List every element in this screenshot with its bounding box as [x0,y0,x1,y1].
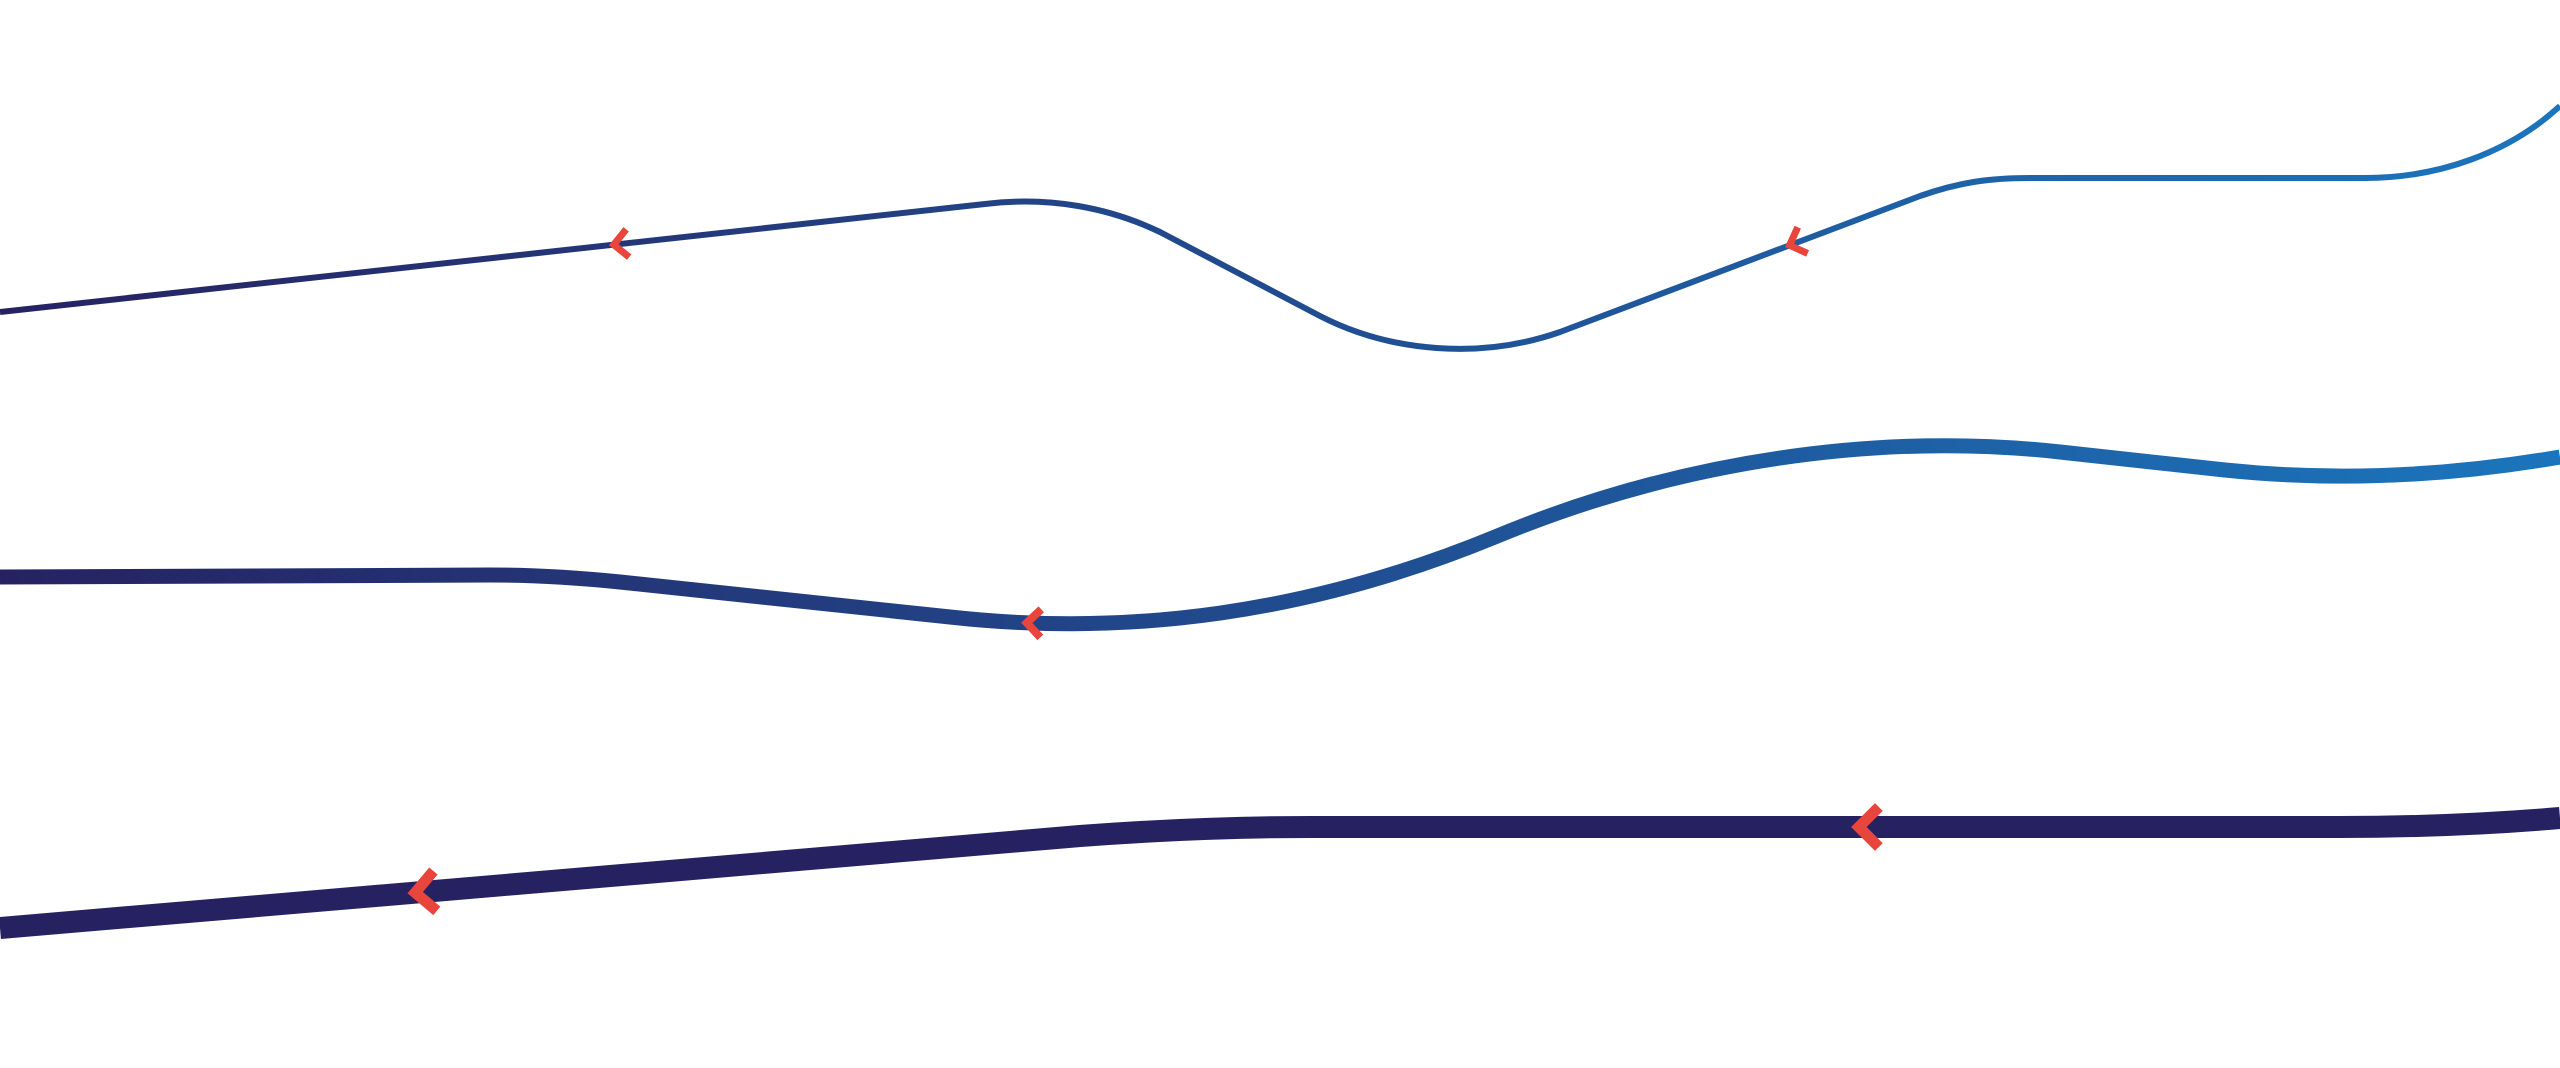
flow-direction-arrow-icon [608,227,632,260]
flow-direction-arrow-icon [1021,606,1044,641]
top-path-line [0,103,2560,352]
flow-direction-arrow-icon [1784,225,1810,257]
flow-direction-arrow-icon [407,867,441,916]
line-group-bottom [0,803,2560,939]
line-group-top [0,103,2560,352]
bottom-path-arrows [407,803,1883,916]
middle-path-line [0,438,2560,632]
line-group-middle [0,438,2560,641]
middle-path-arrows [1021,606,1044,641]
flow-direction-arrow-icon [1851,803,1883,851]
top-path-arrows [608,225,1810,260]
bottom-path-line [0,807,2560,939]
